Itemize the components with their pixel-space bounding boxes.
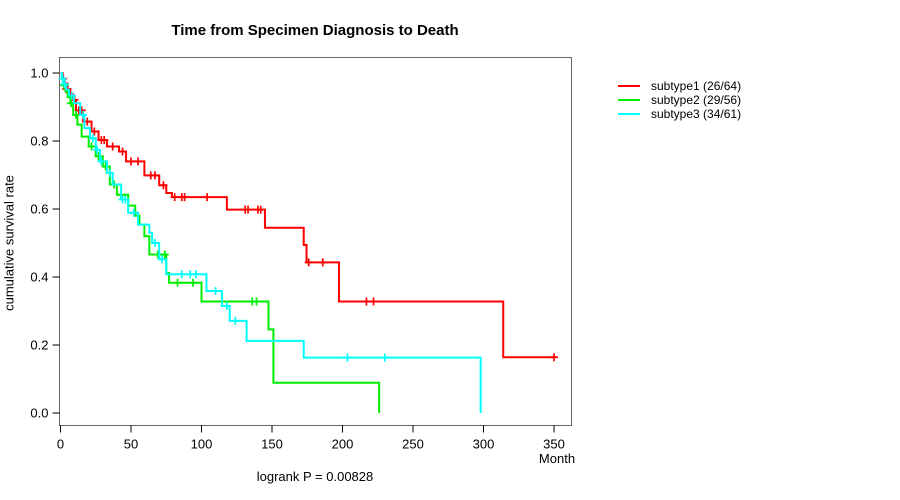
y-tick-label: 0.2	[30, 338, 48, 353]
chart-title: Time from Specimen Diagnosis to Death	[171, 22, 459, 39]
survival-curve-subtype2	[60, 72, 381, 413]
plot-box	[59, 57, 572, 426]
x-tick-label: 0	[57, 437, 64, 452]
y-tick-label: 0.4	[30, 270, 48, 285]
survival-curve-subtype3	[60, 72, 482, 413]
y-tick-label: 1.0	[30, 66, 48, 81]
censor-marks-subtype2	[60, 81, 261, 306]
legend-line-swatch	[618, 85, 640, 87]
legend-label: subtype1 (26/64)	[651, 79, 742, 93]
x-tick-label: 200	[332, 437, 354, 452]
censor-marks-subtype3	[58, 74, 389, 362]
x-tick-label: 300	[473, 437, 495, 452]
y-axis-title: cumulative survival rate	[1, 175, 17, 311]
y-tick-label: 0.8	[30, 134, 48, 149]
legend-item-subtype2: subtype2 (29/56)	[618, 93, 741, 107]
x-tick-label: 250	[402, 437, 424, 452]
censor-marks-subtype1	[59, 74, 558, 362]
x-tick-label: 150	[261, 437, 283, 452]
x-tick-label: 350	[543, 437, 565, 452]
legend-label: subtype2 (29/56)	[651, 93, 742, 107]
x-tick-label: 50	[124, 437, 138, 452]
y-tick-label: 0.0	[30, 406, 48, 421]
logrank-p-value: logrank P = 0.00828	[256, 469, 374, 484]
x-tick-label: 100	[191, 437, 213, 452]
legend-line-swatch	[618, 99, 640, 101]
legend-label: subtype3 (34/61)	[651, 107, 742, 121]
legend-item-subtype3: subtype3 (34/61)	[618, 107, 741, 121]
legend-item-subtype1: subtype1 (26/64)	[618, 79, 741, 93]
legend: subtype1 (26/64) subtype2 (29/56) subtype3…	[618, 79, 741, 121]
y-tick-label: 0.6	[30, 202, 48, 217]
x-axis-title: Month	[538, 451, 576, 466]
legend-line-swatch	[618, 113, 640, 115]
